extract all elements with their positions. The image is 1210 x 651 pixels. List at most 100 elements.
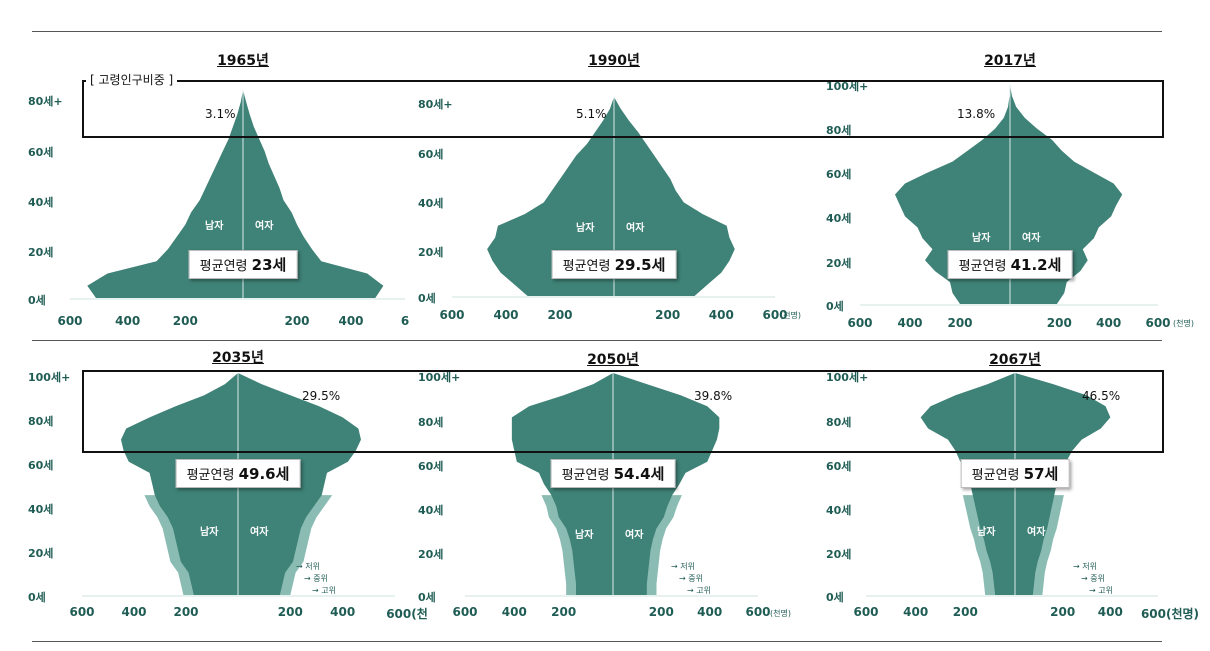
female-label: 여자: [625, 530, 644, 541]
x-tick-label: 400: [338, 314, 364, 328]
variant-label: → 저위: [1073, 562, 1097, 571]
pyramid-title: 2017년: [984, 53, 1036, 69]
average-age-prefix: 평균연령: [186, 468, 239, 483]
y-tick-label: 20세: [826, 548, 852, 561]
x-tick-label: 400: [330, 605, 356, 619]
pyramid-title: 2050년: [587, 352, 639, 368]
elderly-share-value: 13.8%: [957, 107, 996, 121]
y-tick-label: 20세: [418, 246, 444, 259]
x-tick-label: 200: [277, 605, 303, 619]
x-tick-label: 600: [69, 605, 95, 619]
y-tick-label: 80세: [418, 416, 444, 429]
average-age-value: 23세: [251, 256, 287, 274]
average-age-prefix: 평균연령: [971, 468, 1024, 483]
male-label: 남자: [575, 530, 594, 541]
average-age-box: 평균연령 57세: [960, 459, 1070, 488]
female-label: 여자: [626, 223, 645, 234]
female-population-area: [614, 97, 735, 296]
elderly-share-value: 29.5%: [302, 389, 341, 403]
pyramid-title: 1990년: [588, 53, 640, 69]
elderly-region-box-bottom: [82, 370, 1164, 453]
elderly-share-value: 46.5%: [1082, 389, 1121, 403]
y-tick-label: 40세: [418, 197, 444, 210]
y-tick-label: 40세: [826, 212, 852, 225]
x-tick-label: 600: [57, 314, 83, 328]
y-tick-label: 60세: [28, 146, 54, 159]
y-tick-label: 80세: [826, 124, 852, 137]
male-population-area: [920, 373, 1015, 595]
x-tick-label: 200: [284, 314, 310, 328]
elderly-share-value: 3.1%: [205, 107, 236, 121]
elderly-share-value: 39.8%: [694, 389, 733, 403]
y-tick-label: 80세: [28, 415, 54, 428]
x-tick-label: 200: [952, 605, 978, 619]
x-tick-label: 600(천: [386, 607, 428, 621]
x-tick-label: 600: [439, 308, 465, 322]
x-tick-label: 200: [551, 605, 577, 619]
x-tick-label: 200: [648, 605, 674, 619]
y-tick-label: 0세: [826, 591, 844, 604]
female-label: 여자: [255, 221, 274, 232]
y-tick-label: 100세+: [418, 371, 461, 384]
elderly-region-box-top: [82, 80, 1164, 138]
x-unit-label: (천명): [770, 609, 791, 618]
y-tick-label: 60세: [28, 459, 54, 472]
x-tick-label: 600: [847, 316, 873, 330]
bottom-divider: [32, 641, 1162, 642]
variant-label: → 중위: [304, 574, 328, 583]
x-tick-label: 400: [501, 605, 527, 619]
y-tick-label: 0세: [28, 294, 46, 307]
x-tick-label: 600: [1145, 316, 1171, 330]
variant-label: → 중위: [1081, 574, 1105, 583]
female-label: 여자: [1022, 233, 1041, 244]
x-tick-label: 400: [115, 314, 141, 328]
x-tick-label: 400: [121, 605, 147, 619]
average-age-box: 평균연령 49.6세: [175, 459, 301, 488]
x-tick-label: 200: [547, 308, 573, 322]
x-tick-label: 400: [493, 308, 519, 322]
y-tick-label: 80세: [826, 416, 852, 429]
y-tick-label: 80세+: [28, 95, 63, 108]
average-age-prefix: 평균연령: [958, 259, 1011, 274]
x-tick-label: 400: [1097, 605, 1123, 619]
x-tick-label: 200: [172, 314, 198, 328]
average-age-box: 평균연령 54.4세: [550, 459, 676, 488]
x-tick-label: 600: [853, 605, 879, 619]
y-tick-label: 60세: [418, 148, 444, 161]
female-population-area: [1010, 85, 1123, 304]
elderly-share-value: 5.1%: [576, 107, 607, 121]
elderly-share-legend: [ 고령인구비중 ]: [86, 71, 178, 88]
female-population-area: [1015, 373, 1111, 595]
variant-label: → 고위: [687, 586, 711, 595]
x-tick-label: 200: [655, 308, 681, 322]
male-label: 남자: [200, 527, 219, 538]
x-tick-label: 600: [762, 308, 788, 322]
variant-label: → 저위: [671, 562, 695, 571]
x-tick-label: 400: [903, 605, 929, 619]
x-tick-label: 200: [947, 316, 973, 330]
y-tick-label: 60세: [826, 460, 852, 473]
x-tick-label: 200: [1046, 316, 1072, 330]
average-age-value: 49.6세: [238, 465, 290, 483]
y-tick-label: 20세: [28, 547, 54, 560]
y-tick-label: 100세+: [826, 80, 869, 93]
x-tick-label: 600: [745, 605, 771, 619]
male-population-area: [87, 90, 243, 298]
y-tick-label: 40세: [28, 503, 54, 516]
y-tick-label: 0세: [418, 292, 436, 305]
y-tick-label: 60세: [826, 168, 852, 181]
x-tick-label: 6: [400, 314, 410, 328]
middle-divider: [32, 340, 1162, 341]
x-tick-label: 600(천명): [1140, 607, 1200, 621]
average-age-box: 평균연령 29.5세: [551, 250, 677, 279]
y-tick-label: 40세: [28, 196, 54, 209]
female-label: 여자: [1027, 527, 1046, 538]
pyramid-title: 2067년: [989, 352, 1041, 368]
y-tick-label: 0세: [28, 591, 46, 604]
average-age-value: 29.5세: [614, 256, 666, 274]
male-label: 남자: [205, 221, 224, 232]
x-tick-label: 400: [897, 316, 923, 330]
average-age-box: 평균연령 23세: [188, 250, 298, 279]
